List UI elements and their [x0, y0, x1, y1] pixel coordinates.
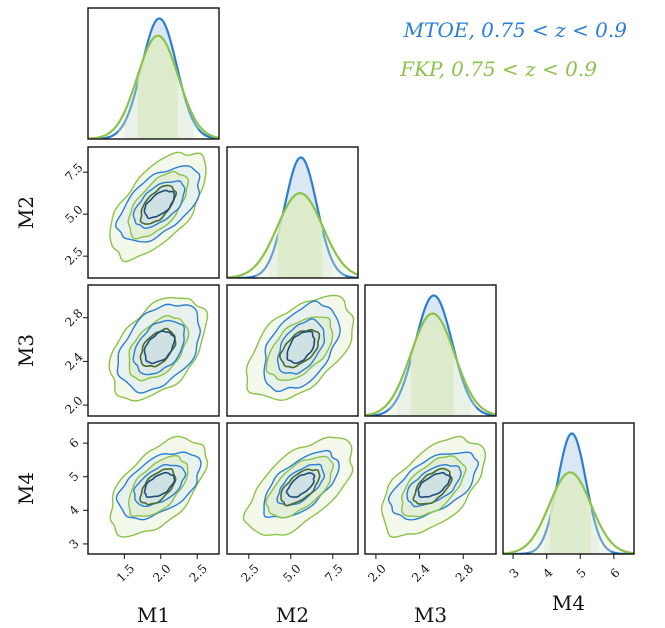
x-tick-label-m3: 2.8	[453, 561, 476, 584]
panel-frame	[87, 284, 220, 417]
legend-entry-mtoe: MTOE, 0.75 < z < 0.9	[403, 18, 628, 42]
y-axis-label-m4: M4	[14, 472, 38, 505]
y-tick-label-m4: 3	[66, 536, 81, 551]
marginal-curve-0	[365, 294, 496, 416]
x-tick-label-m2: 2.5	[238, 561, 261, 584]
marginal-curve-1	[503, 471, 634, 554]
panel-frame	[87, 7, 220, 140]
x-tick-label-m3: 2.4	[409, 561, 433, 585]
x-tick-label-m4: 3	[507, 566, 522, 581]
y-axis-label-m2: M2	[14, 196, 38, 229]
panel-content	[380, 435, 487, 539]
legend-entry-fkp: FKP, 0.75 < z < 0.9	[399, 57, 597, 81]
panel-content	[88, 17, 219, 139]
labels-layer: M1 M2 M3 M4 M2 M3 M4	[14, 196, 585, 627]
y-axis-label-m3: M3	[14, 334, 38, 367]
y-tick-label-m2: 5.0	[62, 202, 85, 225]
panel-frame	[87, 422, 220, 555]
y-tick-label-m3: 2.4	[62, 349, 86, 373]
contour-inner-0	[143, 189, 176, 220]
panel-content	[227, 156, 358, 278]
panel-frame	[364, 422, 497, 555]
legend: MTOE, 0.75 < z < 0.9 FKP, 0.75 < z < 0.9	[399, 18, 627, 81]
panel-m1-m1	[87, 7, 220, 140]
y-tick-label-m3: 2.0	[62, 393, 85, 416]
x-axis-label-m4: M4	[552, 591, 585, 615]
panel-content	[365, 294, 496, 416]
y-tick-label-m4: 6	[66, 436, 81, 451]
panel-m2-m2	[226, 146, 359, 279]
marginal-band-1	[549, 472, 591, 554]
panel-content	[108, 296, 209, 402]
panel-content	[109, 151, 207, 263]
contour-inner-0	[417, 471, 452, 499]
y-tick-label-m4: 5	[66, 469, 81, 484]
panel-m2-m1: 2.5 5.0 7.5	[62, 146, 220, 279]
panel-content	[242, 436, 354, 537]
marginal-curve-1	[88, 34, 219, 139]
x-tick-label-m2: 5.0	[280, 561, 303, 584]
x-tick-label-m4: 6	[607, 566, 622, 581]
marginal-curve-1	[227, 192, 358, 278]
y-tick-label-m2: 2.5	[62, 244, 85, 267]
marginal-band-1	[410, 313, 454, 416]
panel-m4-m4: 3 4 5 6	[502, 422, 635, 581]
marginal-band95-1	[529, 472, 612, 554]
x-tick-label-m1: 1.5	[114, 561, 137, 584]
y-tick-label-m4: 4	[66, 502, 82, 518]
panel-content	[109, 435, 209, 538]
panel-m4-m3: 2.0 2.4 2.8	[364, 422, 497, 585]
marginal-curve-1	[365, 312, 496, 416]
panel-frame	[226, 146, 359, 279]
panel-frame	[502, 422, 635, 555]
panel-frame	[226, 422, 359, 555]
panel-frame	[226, 284, 359, 417]
marginal-band-1	[277, 193, 323, 278]
x-axis-label-m2: M2	[276, 603, 309, 627]
marginal-curve-0	[88, 17, 219, 139]
contour-inner-0	[286, 330, 316, 365]
marginal-band95-1	[255, 193, 345, 278]
panel-frame	[87, 146, 220, 279]
x-tick-label-m1: 2.0	[150, 561, 173, 584]
panel-content	[503, 432, 634, 554]
x-tick-label-m2: 7.5	[322, 561, 345, 584]
panel-m3-m2	[226, 284, 359, 417]
panel-m4-m1: 1.5 2.0 2.5 3 4 5 6	[66, 422, 220, 585]
y-tick-label-m3: 2.8	[62, 306, 85, 329]
y-tick-label-m2: 7.5	[62, 160, 85, 183]
x-tick-label-m3: 2.0	[365, 561, 388, 584]
contour-inner-0	[143, 471, 176, 498]
panel-content	[245, 294, 355, 402]
x-tick-label-m1: 2.5	[187, 561, 210, 584]
contour-inner-0	[143, 330, 176, 365]
panel-m3-m1: 2.0 2.4 2.8	[62, 284, 220, 417]
marginal-band-1	[137, 35, 178, 139]
marginal-band95-1	[389, 313, 477, 416]
contour-inner-0	[285, 472, 316, 499]
x-axis-label-m3: M3	[414, 603, 447, 627]
panel-m4-m2: 2.5 5.0 7.5	[226, 422, 359, 585]
panel-m3-m3	[364, 284, 497, 417]
panels-layer: 2.5 5.0 7.5 2.0 2.4 2.8 1.5 2.0 2.5 3 4 5 6 2.5 5.0 7.5…	[62, 7, 635, 585]
x-tick-label-m4: 4	[540, 565, 556, 581]
panel-frame	[364, 284, 497, 417]
x-axis-label-m1: M1	[137, 603, 170, 627]
marginal-band95-1	[117, 35, 199, 139]
x-tick-label-m4: 5	[574, 566, 589, 581]
